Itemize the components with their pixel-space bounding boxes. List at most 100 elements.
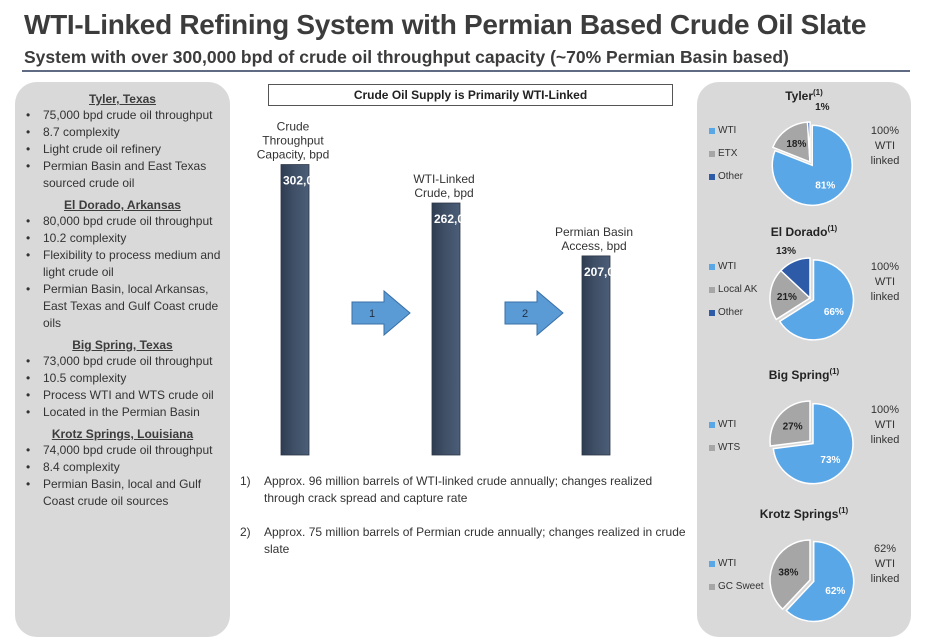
- pie-title: Krotz Springs(1): [697, 506, 911, 521]
- arrow-1: [351, 289, 411, 337]
- bar-chart-title: Crude Oil Supply is Primarily WTI-Linked: [268, 84, 673, 106]
- legend-swatch: [709, 286, 715, 293]
- legend-item: WTS: [709, 436, 740, 459]
- legend-swatch: [709, 263, 715, 270]
- linked-note: 100% WTI linked: [865, 260, 905, 305]
- refinery-1: El Dorado, Arkansas80,000 bpd crude oil …: [23, 198, 222, 332]
- bar-category-label: WTI-Linked: [413, 172, 474, 186]
- refinery-bullet: Permian Basin and East Texas sourced cru…: [23, 158, 222, 192]
- title-divider: [22, 70, 910, 72]
- pie-title-footnote: (1): [829, 367, 840, 376]
- pie-slice-wti: [772, 402, 854, 485]
- pie-title-text: Tyler: [785, 89, 813, 103]
- pie-title: El Dorado(1): [697, 224, 911, 239]
- refinery-bullet: Flexibility to process medium and light …: [23, 247, 222, 281]
- pie-chart: 62% 38%: [769, 539, 855, 623]
- pie-slice-label: 81%: [815, 180, 835, 191]
- legend-item: Other: [709, 165, 743, 188]
- pie-title: Big Spring(1): [697, 367, 911, 382]
- legend-label: Local AK: [718, 284, 758, 295]
- refinery-name: Big Spring, Texas: [72, 338, 173, 352]
- pie-slice-label: 27%: [783, 422, 803, 433]
- legend-swatch: [709, 444, 715, 451]
- legend-swatch: [709, 583, 715, 590]
- refinery-0: Tyler, Texas75,000 bpd crude oil through…: [23, 92, 222, 192]
- pie-slice-label: 13%: [776, 246, 796, 257]
- linked-note-line: 100%: [870, 404, 900, 416]
- legend-swatch: [709, 560, 715, 567]
- pie-slice-wti: [778, 259, 855, 341]
- refinery-bullet: 8.4 complexity: [23, 459, 222, 476]
- arrow-2: [504, 289, 564, 337]
- linked-note-line: WTI: [874, 558, 896, 570]
- refinery-bullet: Permian Basin, local Arkansas, East Texa…: [23, 281, 222, 332]
- pie-slice-wti: [771, 124, 853, 207]
- pie-slice-wti: [785, 540, 855, 623]
- crude-slate-pies-panel: Tyler(1) WTI ETX Other 100% WTI linked 81% 18% 1%…: [697, 82, 911, 637]
- refinery-bullet: Process WTI and WTS crude oil: [23, 387, 222, 404]
- pie-slice-label: 18%: [786, 139, 806, 150]
- legend-item: WTI: [709, 552, 764, 575]
- footnote-number: 2): [240, 525, 251, 539]
- bar-value-label: 302,000: [283, 174, 327, 188]
- bar-category-label: Capacity, bpd: [257, 148, 330, 162]
- pie-title: Tyler(1): [697, 88, 911, 103]
- pie-legend: WTI WTS: [709, 413, 740, 459]
- linked-note-line: WTI: [874, 276, 896, 288]
- arrow-label: 1: [369, 308, 375, 320]
- footnote-text: Approx. 75 million barrels of Permian cr…: [264, 525, 686, 556]
- pie-title-text: Krotz Springs: [759, 507, 839, 521]
- pie-block-2: Big Spring(1) WTI WTS 100% WTI linked 73% 27%: [697, 367, 911, 507]
- footnote-number: 1): [240, 474, 251, 488]
- pie-title-footnote: (1): [813, 88, 823, 97]
- legend-label: ETX: [718, 148, 738, 159]
- linked-note-line: 62%: [873, 543, 897, 555]
- legend-label: Other: [718, 307, 744, 318]
- arrow-label: 2: [522, 308, 528, 320]
- legend-item: WTI: [709, 255, 757, 278]
- refinery-bullets: 75,000 bpd crude oil throughput8.7 compl…: [23, 107, 222, 192]
- refinery-bullet: Light crude oil refinery: [23, 141, 222, 158]
- footnotes: 1) Approx. 96 million barrels of WTI-link…: [240, 473, 690, 575]
- refinery-bullet: 8.7 complexity: [23, 124, 222, 141]
- pie-title-footnote: (1): [838, 506, 849, 515]
- linked-note-line: 100%: [870, 125, 900, 137]
- page-title: WTI-Linked Refining System with Permian …: [24, 9, 867, 40]
- pie-chart: 81% 18% 1%: [771, 102, 853, 207]
- legend-label: WTI: [718, 558, 737, 569]
- bar-0: [280, 164, 310, 456]
- linked-note-line: linked: [870, 291, 900, 303]
- refinery-bullet: Located in the Permian Basin: [23, 404, 222, 421]
- refinery-bullet: 73,000 bpd crude oil throughput: [23, 353, 222, 370]
- legend-swatch: [709, 309, 715, 316]
- bar-category-label: Crude, bpd: [414, 186, 473, 200]
- legend-item: GC Sweet: [709, 575, 764, 598]
- footnote-item: 1) Approx. 96 million barrels of WTI-link…: [240, 473, 690, 507]
- refinery-bullet: 10.2 complexity: [23, 230, 222, 247]
- page-subtitle: System with over 300,000 bpd of crude oi…: [24, 47, 789, 67]
- pie-title-text: Big Spring: [768, 368, 830, 382]
- pie-title-footnote: (1): [827, 224, 838, 233]
- pie-slice-other: [806, 121, 811, 163]
- pie-slice-wts: [769, 400, 811, 447]
- pie-block-1: El Dorado(1) WTI Local AK Other 100% WTI linke…: [697, 224, 911, 364]
- linked-note-line: linked: [870, 434, 900, 446]
- pie-chart: 66% 21% 13%: [769, 246, 855, 341]
- bar-category-label: Permian Basin: [555, 225, 633, 239]
- legend-label: WTS: [718, 442, 741, 453]
- legend-swatch: [709, 173, 715, 180]
- bar-2: [581, 255, 611, 456]
- refinery-bullet: Permian Basin, local and Gulf Coast crud…: [23, 476, 222, 510]
- linked-note-line: WTI: [874, 140, 896, 152]
- legend-swatch: [709, 421, 715, 428]
- refinery-list-panel: Tyler, Texas75,000 bpd crude oil through…: [15, 82, 230, 637]
- linked-note-line: linked: [870, 155, 900, 167]
- refinery-name: Tyler, Texas: [89, 92, 156, 106]
- linked-note-line: WTI: [874, 419, 896, 431]
- bar-category-label: Throughput: [262, 134, 324, 148]
- pie-block-0: Tyler(1) WTI ETX Other 100% WTI linked 81% 18% 1%: [697, 88, 911, 228]
- bar-1: [431, 202, 461, 456]
- linked-note: 100% WTI linked: [865, 403, 905, 448]
- bar-value-label: 262,000: [434, 212, 478, 226]
